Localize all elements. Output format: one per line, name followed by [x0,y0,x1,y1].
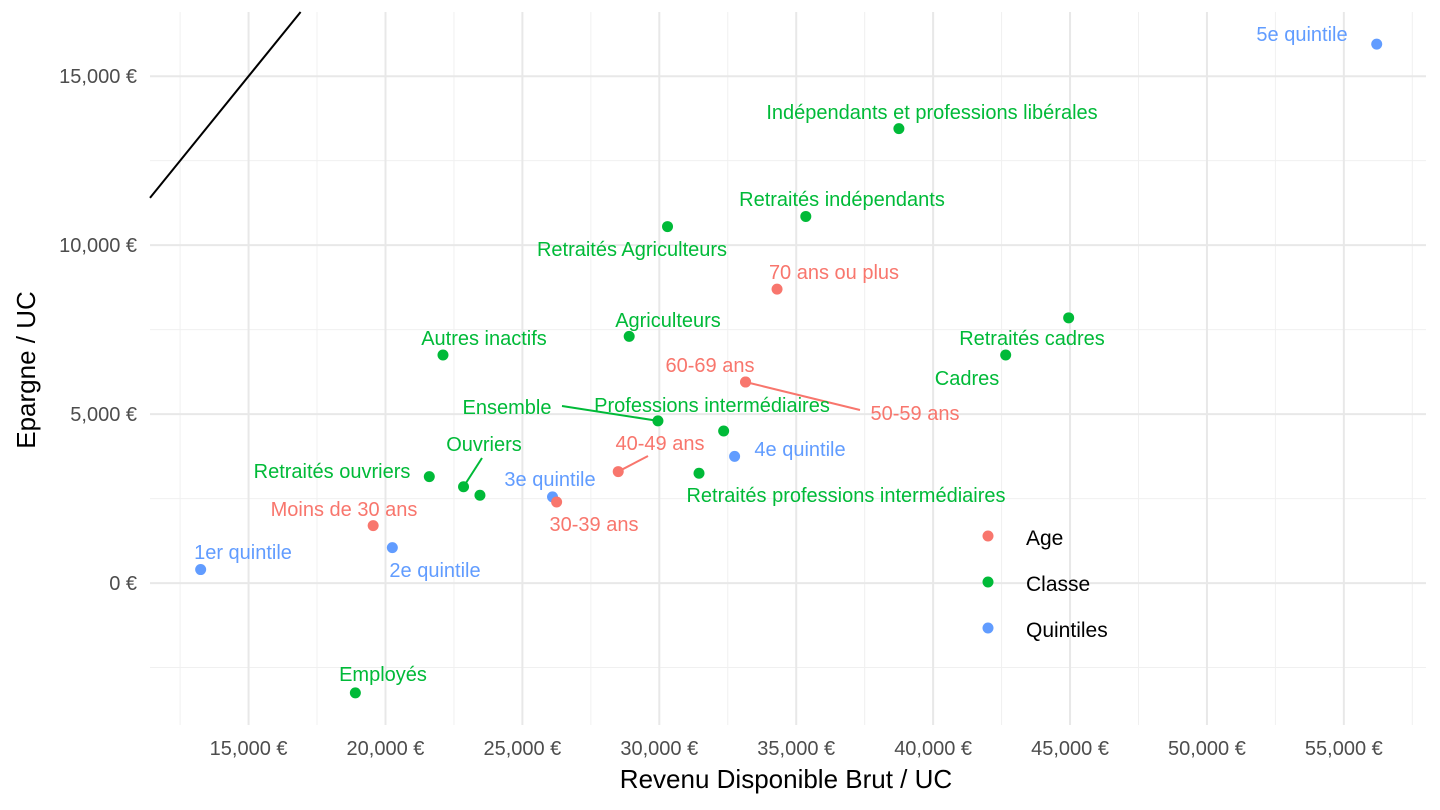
point-label: Moins de 30 ans [271,499,418,521]
x-tick-label: 40,000 € [894,738,972,760]
point-label: Employés [339,664,427,686]
scatter-point [771,283,783,295]
scatter-point [893,123,905,135]
legend: Age Classe Quintiles [982,527,1108,642]
x-tick-label: 45,000 € [1031,738,1109,760]
y-tick-label: 10,000 € [59,235,137,257]
identity-line-layer [149,11,302,199]
scatter-point [740,376,752,388]
scatter-point [693,467,705,479]
scatter-point [386,542,398,554]
point-label: 70 ans ou plus [769,262,899,284]
point-label: Autres inactifs [421,328,547,350]
point-label: Retraités professions intermédiaires [686,485,1005,507]
point-label: 40-49 ans [616,433,705,455]
scatter-point [551,496,563,508]
grid-major [150,12,1426,725]
x-tick-label: 50,000 € [1168,738,1246,760]
point-labels: 5e quintile Indépendants et professions l… [194,24,1348,686]
label-connector [745,381,861,411]
point-label: 5e quintile [1256,24,1347,46]
label-connector [617,455,649,473]
legend-key [982,622,994,634]
point-label: Ouvriers [446,434,522,456]
point-label: Retraités indépendants [739,189,945,211]
scatter-point [729,450,741,462]
point-label: 1er quintile [194,542,292,564]
scatter-point [1063,312,1075,324]
label-connector [561,405,659,422]
x-axis-title: Revenu Disponible Brut / UC [620,764,952,794]
y-tick-label: 15,000 € [59,66,137,88]
scatter-point [195,564,207,576]
point-label: 3e quintile [504,469,595,491]
point-label: Cadres [935,368,999,390]
x-axis-ticks: 15,000 € 20,000 € 25,000 € 30,000 € 35,000 €… [210,738,1383,760]
legend-label: Age [1026,527,1063,550]
x-tick-label: 25,000 € [483,738,561,760]
y-tick-label: 5,000 € [70,404,137,426]
y-axis-title: Epargne / UC [11,291,41,449]
scatter-point [718,425,730,437]
legend-key [982,576,994,588]
x-tick-label: 20,000 € [347,738,425,760]
scatter-point [1371,38,1383,50]
scatter-point [474,489,486,501]
scatter-point [367,520,379,532]
point-label: Agriculteurs [615,310,721,332]
point-label: Retraités ouvriers [254,461,411,483]
scatter-point [662,221,674,233]
point-label: 2e quintile [389,560,480,582]
point-label: 60-69 ans [666,355,755,377]
legend-label: Quintiles [1026,619,1108,642]
scatter-point [349,687,361,699]
legend-key [982,530,994,542]
x-tick-label: 55,000 € [1305,738,1383,760]
scatter-point [1000,349,1012,361]
scatter-point [623,330,635,342]
scatter-point [652,415,664,427]
label-connector [462,457,483,488]
identity-line [149,11,302,199]
point-label: Retraités cadres [959,328,1105,350]
point-label: Professions intermédiaires [594,395,830,417]
scatter-point [423,471,435,483]
x-tick-label: 35,000 € [757,738,835,760]
y-axis-ticks: 0 € 5,000 € 10,000 € 15,000 € [59,66,137,595]
data-points [195,38,1383,699]
point-label: 50-59 ans [871,403,960,425]
point-label: Ensemble [463,397,552,419]
y-tick-label: 0 € [109,573,137,595]
point-label: Indépendants et professions libérales [766,102,1097,124]
x-tick-label: 30,000 € [620,738,698,760]
legend-label: Classe [1026,573,1090,596]
x-tick-label: 15,000 € [210,738,288,760]
scatter-point [612,466,624,478]
scatter-point [437,349,449,361]
point-label: 30-39 ans [550,514,639,536]
point-label: 4e quintile [754,439,845,461]
label-connectors [462,381,861,488]
grid-minor [150,12,1426,725]
scatter-point [800,210,812,222]
scatter-point [458,481,470,493]
point-label: Retraités Agriculteurs [537,239,727,261]
